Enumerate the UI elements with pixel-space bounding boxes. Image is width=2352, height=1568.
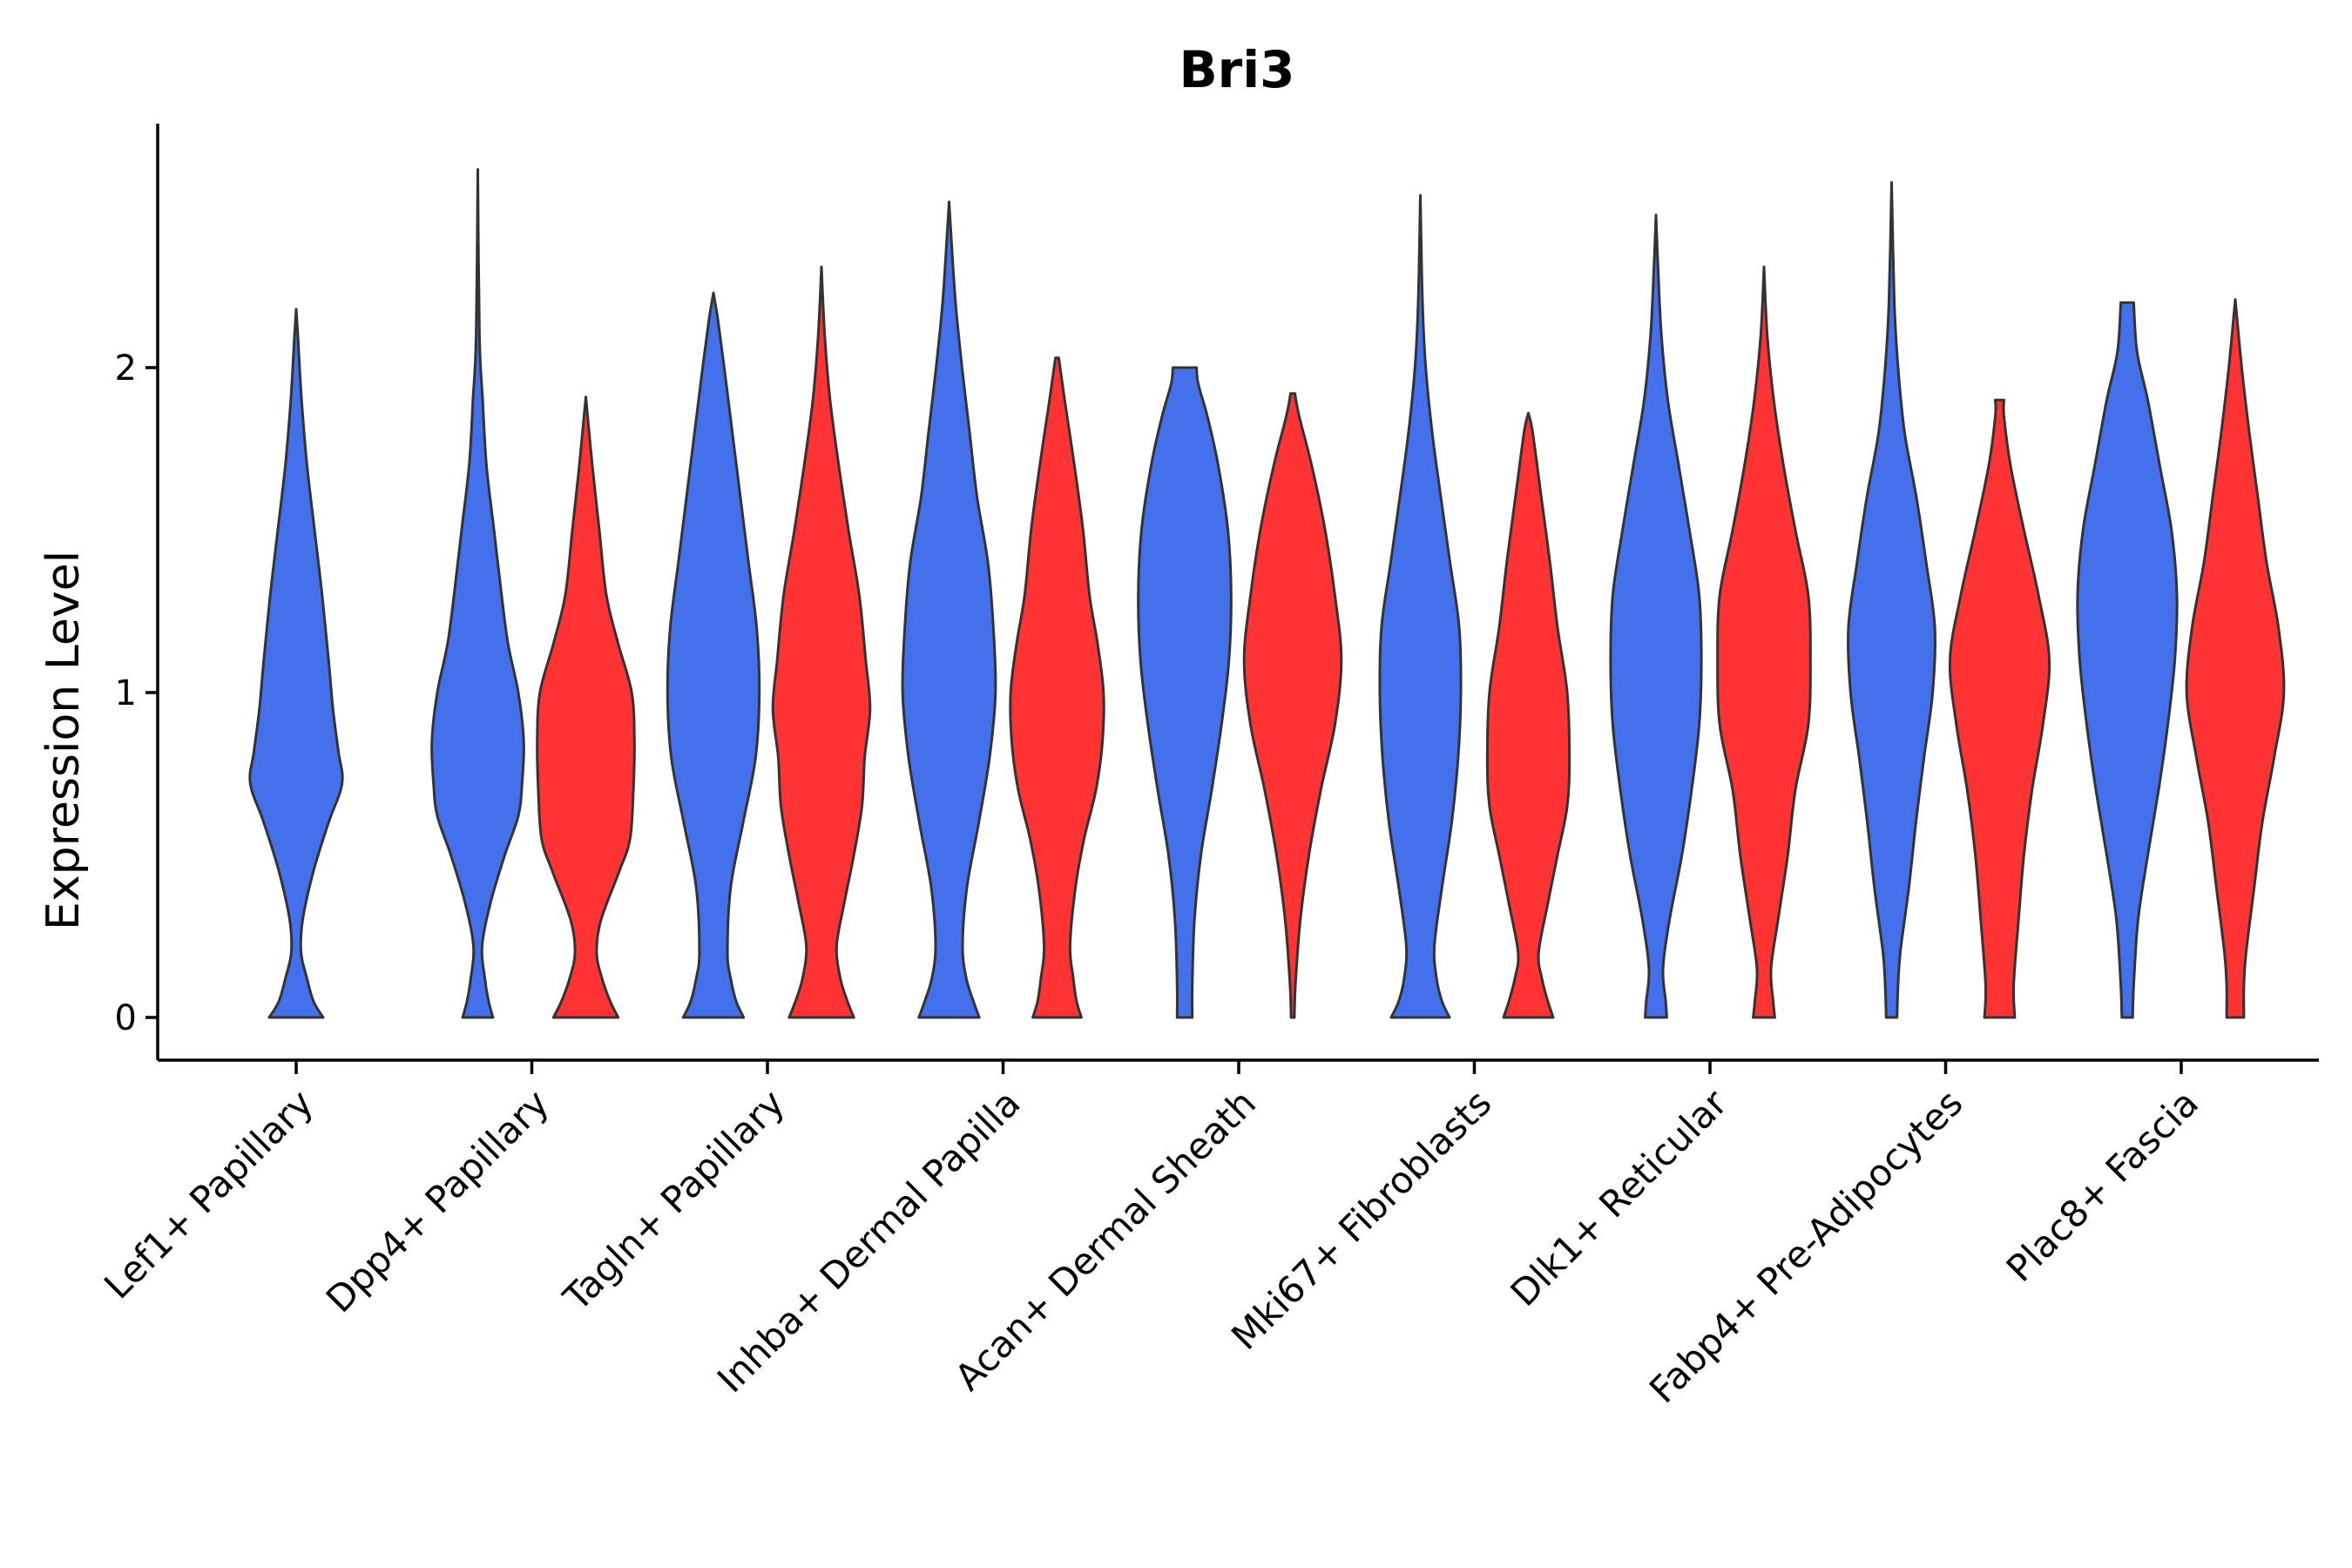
violin-dpp4-papillary-series-2 xyxy=(536,395,636,1019)
violin-dlk1-reticular-series-2 xyxy=(1716,265,1812,1019)
violin-fabp4-pre-adipocytes-series-1 xyxy=(1846,180,1937,1019)
x-tick-label-dlk1-reticular: Dlk1+ Reticular xyxy=(1503,1081,1736,1315)
y-axis-ticks: 0 1 2 xyxy=(115,348,158,1038)
violin-mki67-fibroblasts-series-1 xyxy=(1378,193,1463,1019)
y-axis-label: Expression Level xyxy=(37,551,90,930)
y-tick-label-2: 2 xyxy=(115,348,137,389)
violin-plac8-fascia-series-1 xyxy=(2076,301,2179,1019)
violin-dpp4-papillary-series-1 xyxy=(430,168,525,1019)
violin-inhba-dermal-papilla-series-1 xyxy=(901,200,997,1019)
violin-mki67-fibroblasts-series-2 xyxy=(1485,411,1571,1019)
violin-tagln-papillary-series-2 xyxy=(771,265,872,1019)
violin-fabp4-pre-adipocytes-series-2 xyxy=(1948,398,2051,1019)
x-tick-label-mki67-fibroblasts: Mki67+ Fibroblasts xyxy=(1223,1081,1499,1357)
y-tick-label-0: 0 xyxy=(115,998,137,1038)
chart-title: Bri3 xyxy=(1179,40,1294,99)
violin-tagln-papillary-series-1 xyxy=(666,291,761,1019)
x-tick-label-plac8-fascia: Plac8+ Fascia xyxy=(1998,1081,2207,1289)
violin-plac8-fascia-series-2 xyxy=(2185,298,2286,1019)
violin-lef1-papillary-series-1 xyxy=(248,308,344,1019)
violin-acan-dermal-sheath-series-1 xyxy=(1137,366,1233,1019)
x-tick-label-tagln-papillary: Tagln+ Papillary xyxy=(555,1081,793,1319)
violin-layer xyxy=(248,168,2286,1019)
x-tick-label-dpp4-papillary: Dpp4+ Papillary xyxy=(318,1081,558,1321)
violin-dlk1-reticular-series-1 xyxy=(1609,213,1703,1019)
x-tick-label-lef1-papillary: Lef1+ Papillary xyxy=(96,1081,321,1307)
violin-acan-dermal-sheath-series-2 xyxy=(1242,392,1343,1019)
violin-inhba-dermal-papilla-series-2 xyxy=(1009,356,1105,1019)
y-tick-label-1: 1 xyxy=(115,673,137,713)
